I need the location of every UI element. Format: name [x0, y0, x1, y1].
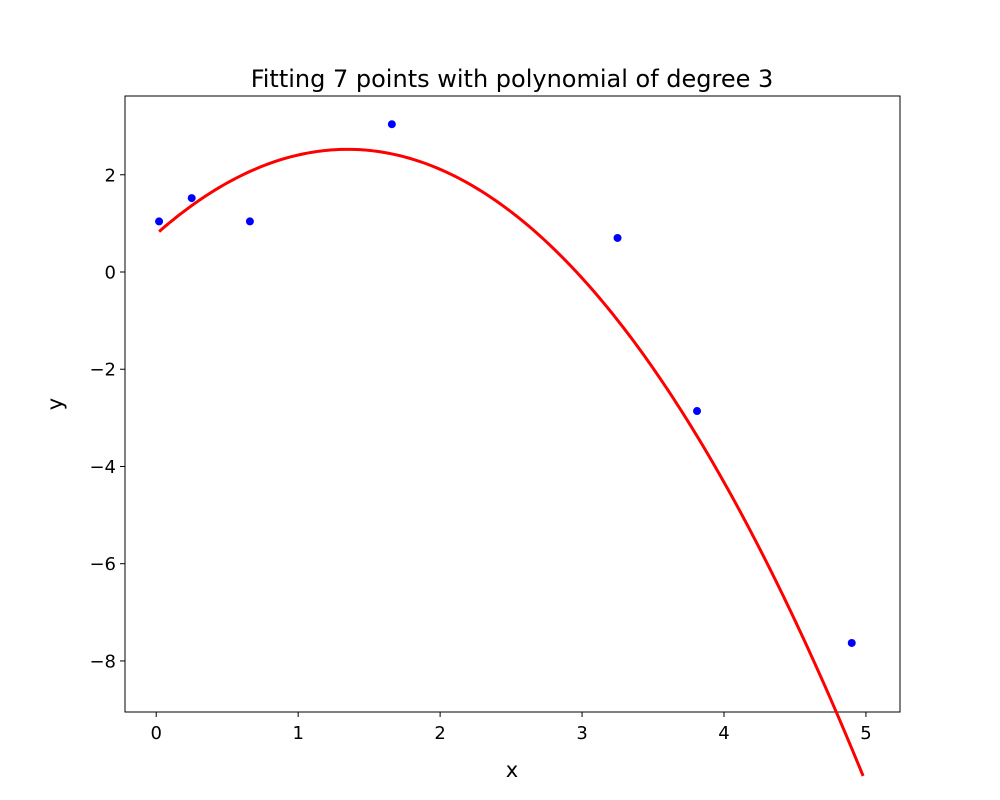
x-tick-label: 0	[151, 723, 162, 744]
data-point	[847, 638, 856, 647]
data-point	[693, 407, 702, 416]
y-tick-label: −2	[89, 360, 116, 381]
x-axis-label: x	[506, 758, 518, 782]
x-tick-label: 1	[292, 723, 303, 744]
y-axis-label: y	[43, 398, 67, 410]
plot-area	[124, 95, 901, 713]
y-tick-label: 0	[105, 263, 116, 284]
data-point	[245, 217, 254, 226]
data-point	[187, 194, 196, 203]
chart-title: Fitting 7 points with polynomial of degr…	[251, 65, 774, 93]
y-axis: −8 −6 −4 −2 0 2	[89, 165, 125, 672]
y-tick-label: −6	[89, 554, 116, 575]
fit-curve	[158, 147, 865, 777]
data-point	[155, 217, 164, 226]
scatter-points	[155, 120, 856, 647]
data-point	[613, 233, 622, 242]
x-tick-label: 4	[718, 723, 729, 744]
y-tick-label: −4	[89, 457, 116, 478]
x-tick-label: 5	[860, 723, 871, 744]
y-tick-label: −8	[89, 651, 116, 672]
data-point	[387, 120, 396, 129]
x-tick-label: 3	[576, 723, 587, 744]
y-tick-label: 2	[105, 165, 116, 186]
x-axis: 0 1 2 3 4 5	[151, 712, 872, 744]
x-tick-label: 2	[434, 723, 445, 744]
plot-frame	[124, 95, 901, 713]
